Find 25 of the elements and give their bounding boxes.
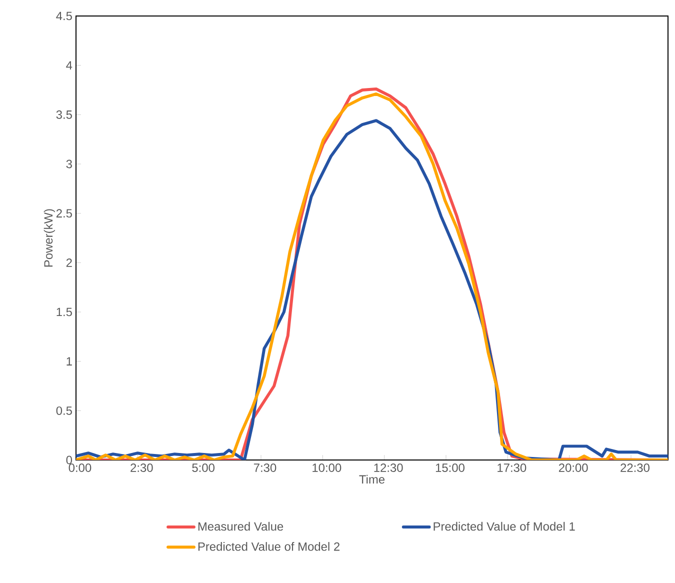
- x-tick-label: 2:30: [130, 464, 153, 472]
- y-tick-label: 3.5: [56, 110, 72, 119]
- legend-label: Predicted Value of Model 2: [198, 542, 340, 551]
- legend-label: Predicted Value of Model 1: [434, 522, 575, 531]
- x-tick-label: 7:30: [254, 464, 276, 472]
- x-tick-label: 17:30: [498, 464, 526, 472]
- y-tick-label: 4: [66, 61, 72, 70]
- x-tick-label: 10:00: [312, 464, 342, 472]
- x-tick-label: 22:30: [620, 464, 650, 472]
- x-tick-label: 15:00: [436, 464, 464, 472]
- x-tick-label: 5:00: [192, 464, 214, 472]
- y-tick-label: 4.5: [56, 12, 72, 20]
- x-tick-label: 0:00: [68, 464, 92, 472]
- y-tick-label: 1: [66, 357, 72, 366]
- y-tick-label: 0: [66, 456, 72, 464]
- x-tick-label: 20:00: [558, 464, 588, 472]
- y-axis-title: Power(kW): [44, 209, 55, 267]
- x-tick-label: 12:30: [374, 464, 403, 472]
- x-axis-title: Time: [359, 474, 385, 484]
- legend-label: Measured Value: [198, 522, 284, 531]
- y-tick-label: 3: [66, 160, 72, 168]
- y-tick-label: 2.5: [56, 209, 72, 218]
- y-tick-label: 0.5: [56, 406, 72, 415]
- y-tick-label: 1.5: [56, 308, 72, 316]
- y-tick-label: 2: [66, 258, 72, 267]
